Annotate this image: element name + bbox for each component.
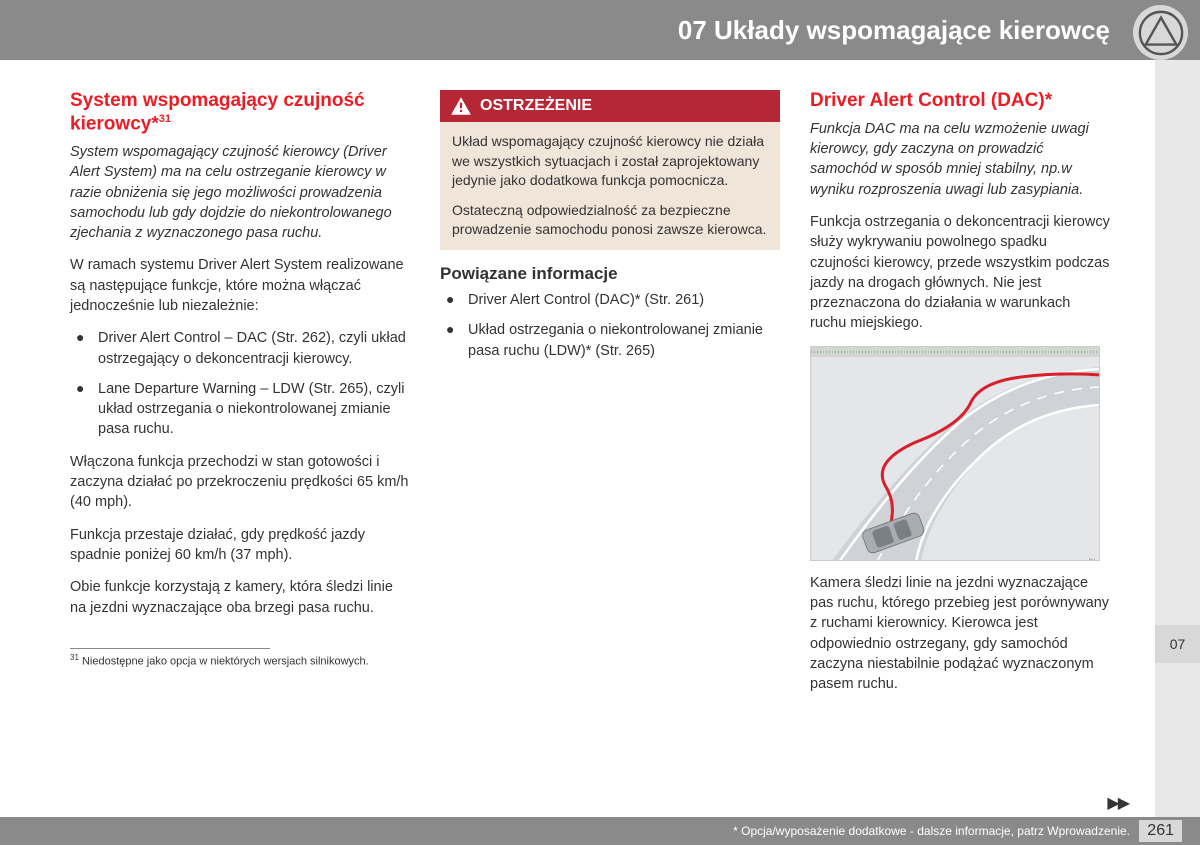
heading-superscript: 31 <box>159 113 171 125</box>
list-item: Lane Departure Warning – LDW (Str. 265),… <box>70 379 410 440</box>
body-paragraph: Funkcja przestaje działać, gdy prędkość … <box>70 525 410 566</box>
related-list: Driver Alert Control (DAC)* (Str. 261) U… <box>440 290 780 361</box>
warning-body: Układ wspomagający czujność kierowcy nie… <box>440 122 780 250</box>
body-paragraph: Obie funkcje korzystają z kamery, która … <box>70 577 410 618</box>
footer-band: * Opcja/wyposażenie dodatkowe - dalsze i… <box>0 817 1200 845</box>
column-3: Driver Alert Control (DAC)* Funkcja DAC … <box>810 90 1110 707</box>
feature-list: Driver Alert Control – DAC (Str. 262), c… <box>70 328 410 439</box>
warning-header: OSTRZEŻENIE <box>440 90 780 122</box>
intro-paragraph: Funkcja DAC ma na celu wzmożenie uwagi k… <box>810 119 1110 200</box>
intro-paragraph: System wspomagający czujność kierowcy (D… <box>70 142 410 243</box>
chapter-header: 07 Układy wspomagające kierowcę <box>0 0 1200 60</box>
heading-text: System wspomagający czujność kierowcy* <box>70 90 365 134</box>
body-paragraph: Kamera śledzi linie na jezdni wyznaczają… <box>810 573 1110 695</box>
warning-text: Układ wspomagający czujność kierowcy nie… <box>452 132 768 191</box>
warning-triangle-icon <box>450 95 472 117</box>
section-heading: Driver Alert Control (DAC)* <box>810 90 1110 113</box>
list-item: Driver Alert Control – DAC (Str. 262), c… <box>70 328 410 369</box>
body-paragraph: W ramach systemu Driver Alert System rea… <box>70 255 410 316</box>
section-heading: System wspomagający czujność kierowcy*31 <box>70 90 410 136</box>
warning-title: OSTRZEŻENIE <box>480 97 592 115</box>
list-item: Układ ostrzegania o niekontrolowanej zmi… <box>440 320 780 361</box>
chapter-title: 07 Układy wspomagające kierowcę <box>678 15 1110 46</box>
footnote-text: Niedostępne jako opcja w niektórych wers… <box>82 656 369 668</box>
image-code: G017332 <box>1088 558 1097 561</box>
page-number: 261 <box>1139 820 1182 842</box>
body-paragraph: Funkcja ostrzegania o dekoncentracji kie… <box>810 212 1110 334</box>
warning-box: OSTRZEŻENIE Układ wspomagający czujność … <box>440 90 780 250</box>
right-margin-strip <box>1155 60 1200 820</box>
warning-text: Ostateczną odpowiedzialność za bezpieczn… <box>452 201 768 240</box>
related-info-heading: Powiązane informacje <box>440 264 780 284</box>
list-item: Driver Alert Control (DAC)* (Str. 261) <box>440 290 780 310</box>
side-tab: 07 <box>1155 625 1200 663</box>
chapter-icon <box>1133 5 1188 60</box>
footnote-number: 31 <box>70 653 79 662</box>
column-1: System wspomagający czujność kierowcy*31… <box>70 90 410 707</box>
road-illustration: G017332 <box>810 346 1100 561</box>
page-content: System wspomagający czujność kierowcy*31… <box>0 60 1200 707</box>
continue-arrows-icon: ▶▶ <box>1107 793 1128 813</box>
footer-text: * Opcja/wyposażenie dodatkowe - dalsze i… <box>733 824 1130 838</box>
column-2: OSTRZEŻENIE Układ wspomagający czujność … <box>440 90 780 707</box>
footnote: 31 Niedostępne jako opcja w niektórych w… <box>70 653 410 668</box>
body-paragraph: Włączona funkcja przechodzi w stan gotow… <box>70 452 410 513</box>
footnote-divider <box>70 648 270 649</box>
